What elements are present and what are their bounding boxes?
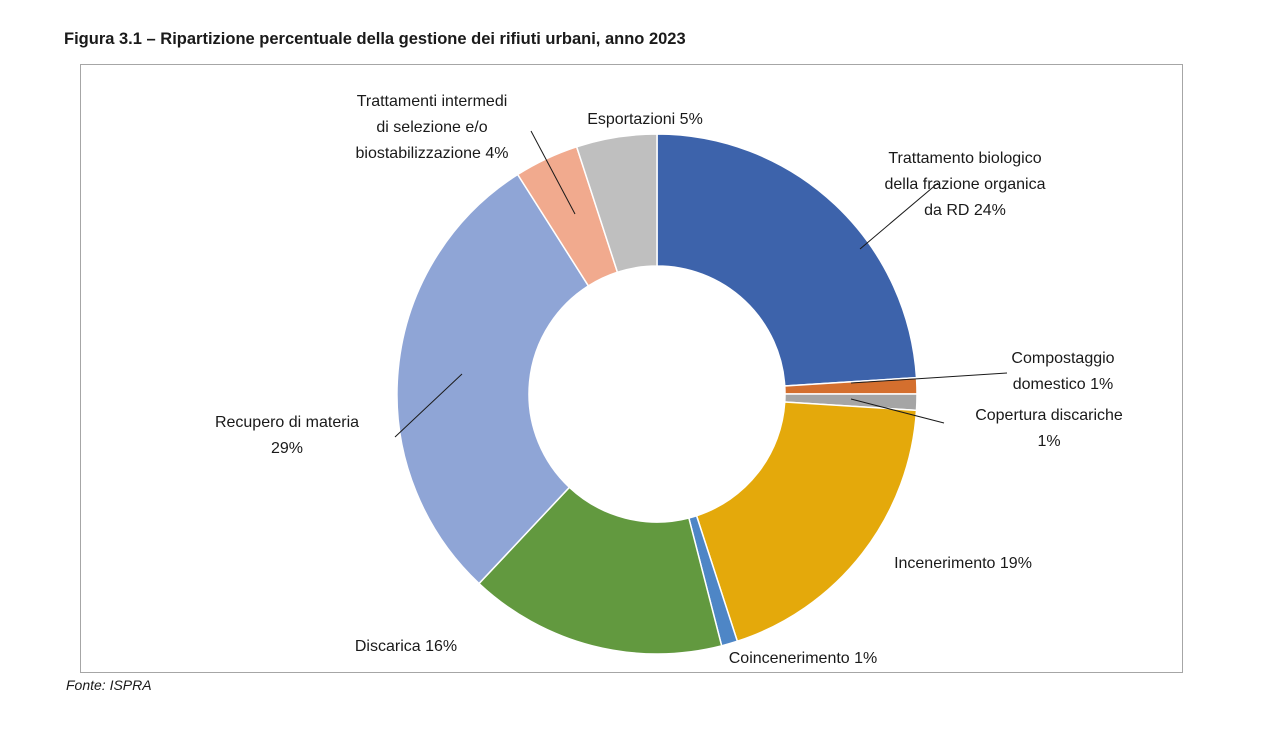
slice-3 (695, 401, 918, 643)
slice-label-6: Recupero di materia 29% (215, 414, 359, 457)
figure-title: Figura 3.1 – Ripartizione percentuale de… (64, 30, 686, 48)
slice-0 (656, 133, 918, 387)
leader-line-7 (530, 130, 576, 215)
slice-label-line: da RD 24% (924, 202, 1006, 219)
slice-label-5: Discarica 16% (355, 638, 457, 655)
slice-label-line: Recupero di materia (215, 414, 359, 431)
donut-chart: Trattamento biologico della frazione orga… (215, 93, 1123, 667)
slice-label-1: Compostaggio domestico 1% (1011, 350, 1114, 393)
slice-label-line: della frazione organica (885, 176, 1046, 193)
slice-label-7: Trattamenti intermedi di selezione e/o bio… (356, 93, 509, 162)
slice-5 (477, 486, 723, 655)
slice-label-line: 29% (271, 440, 303, 457)
slice-label-line: Incenerimento 19% (894, 555, 1032, 572)
source-note: Fonte: ISPRA (66, 677, 152, 693)
leader-line-2 (850, 398, 945, 424)
slice-label-line: biostabilizzazione 4% (356, 145, 509, 162)
slice-labels: Trattamento biologico della frazione orga… (215, 93, 1123, 667)
leader-line-6 (394, 373, 463, 438)
slice-label-line: 1% (1037, 433, 1060, 450)
slice-label-0: Trattamento biologico della frazione orga… (885, 150, 1046, 219)
chart-frame: Trattamento biologico della frazione orga… (80, 64, 1183, 673)
slice-label-line: Trattamenti intermedi (357, 93, 508, 110)
slice-label-line: domestico 1% (1013, 376, 1114, 393)
slice-label-line: Copertura discariche (975, 407, 1123, 424)
slice-8 (575, 133, 658, 274)
slice-label-line: Trattamento biologico (888, 150, 1041, 167)
chart-slices (396, 133, 918, 655)
slice-label-line: di selezione e/o (376, 119, 487, 136)
leader-line-0 (859, 182, 939, 250)
slice-label-line: Coincenerimento 1% (729, 650, 878, 667)
slice-label-3: Incenerimento 19% (894, 555, 1032, 572)
slice-label-line: Compostaggio (1011, 350, 1114, 367)
slice-label-2: Copertura discariche 1% (975, 407, 1123, 450)
leader-lines (394, 130, 1008, 438)
slice-label-line: Discarica 16% (355, 638, 457, 655)
slice-6 (396, 173, 590, 585)
slice-label-line: Esportazioni 5% (587, 111, 703, 128)
slice-label-8: Esportazioni 5% (587, 111, 703, 128)
slice-label-4: Coincenerimento 1% (729, 650, 878, 667)
leader-line-1 (850, 372, 1008, 384)
